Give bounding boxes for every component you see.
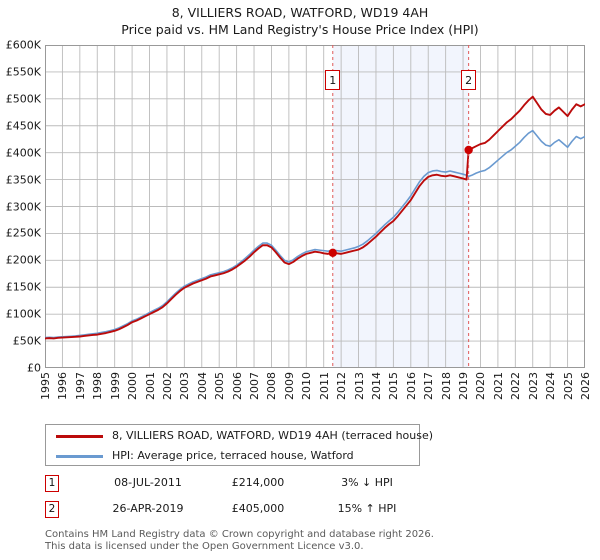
x-axis-tick-label: 2006 — [230, 372, 244, 400]
y-axis-tick-label: £300K — [5, 200, 41, 213]
footer-line-2: This data is licensed under the Open Gov… — [45, 541, 364, 552]
x-axis-tick-label: 1998 — [91, 372, 105, 400]
y-axis-tick-label: £450K — [5, 119, 41, 133]
legend-item: 8, VILLIERS ROAD, WATFORD, WD19 4AH (ter… — [46, 426, 433, 447]
x-axis-tick-label: 2009 — [282, 372, 296, 400]
transaction-price: £214,000 — [231, 476, 285, 489]
hpi-average-line — [45, 129, 585, 339]
transaction-index-badge: 1 — [45, 475, 59, 492]
legend-label: 8, VILLIERS ROAD, WATFORD, WD19 4AH (ter… — [112, 429, 434, 442]
transaction-index-badge: 2 — [45, 501, 59, 518]
x-axis-tick-label: 2012 — [335, 372, 349, 400]
x-axis-tick-label: 2010 — [300, 372, 314, 400]
x-axis-tick-label: 2024 — [544, 372, 558, 400]
page-title: 8, VILLIERS ROAD, WATFORD, WD19 4AH — [171, 5, 429, 20]
y-axis-tick-label: £0 — [27, 361, 41, 375]
x-axis-tick-label: 2025 — [561, 372, 575, 400]
x-axis-tick-label: 2020 — [474, 372, 488, 400]
y-axis-tick-label: £350K — [5, 173, 41, 187]
x-axis-tick-label: 2019 — [457, 372, 471, 400]
x-axis-tick-label: 2022 — [509, 372, 523, 400]
x-axis-tick-label: 2013 — [352, 372, 366, 400]
plot-border — [45, 45, 585, 368]
sale-point-dot — [464, 145, 473, 155]
x-axis-tick-label: 2018 — [439, 372, 453, 400]
x-axis-tick-label: 2004 — [195, 372, 209, 400]
x-axis-tick-label: 2000 — [126, 372, 140, 400]
legend-item: HPI: Average price, terraced house, Watf… — [46, 446, 419, 467]
y-axis-tick-label: £600K — [5, 38, 41, 52]
x-axis-tick-label: 2017 — [422, 372, 436, 400]
x-axis-tick-label: 1996 — [56, 372, 70, 400]
x-axis-tick-label: 2007 — [248, 372, 262, 400]
y-axis-tick-label: £150K — [5, 280, 41, 294]
x-axis-tick-label: 2003 — [178, 372, 192, 400]
footer-attribution: Contains HM Land Registry data © Crown c… — [45, 529, 585, 553]
y-axis-tick-label: £200K — [5, 253, 41, 267]
x-axis-tick-label: 2014 — [369, 372, 383, 400]
sale-point-dot — [328, 248, 337, 257]
x-axis-tick-label: 2001 — [143, 372, 157, 400]
transactions-table: 1 08-JUL-2011 £214,000 3% ↓ HPI 2 26-APR-2019… — [45, 473, 465, 525]
transaction-date: 08-JUL-2011 — [114, 476, 182, 489]
chart-legend: 8, VILLIERS ROAD, WATFORD, WD19 4AH (ter… — [45, 424, 433, 467]
transaction-hpi-delta: 15% ↑ HPI — [337, 502, 397, 515]
x-axis-tick-label: 2008 — [265, 372, 279, 400]
transaction-hpi-delta: 3% ↓ HPI — [341, 476, 393, 489]
legend-label: HPI: Average price, terraced house, Watf… — [112, 449, 354, 462]
legend-color-swatch — [56, 435, 103, 438]
y-axis-tick-label: £500K — [5, 92, 41, 106]
x-axis-tick-label: 2002 — [160, 372, 174, 400]
legend-color-swatch — [56, 455, 103, 458]
footer-line-1: Contains HM Land Registry data © Crown c… — [45, 529, 434, 540]
sale-flag-1[interactable]: 1 — [325, 70, 341, 90]
y-axis-tick-label: £50K — [12, 334, 41, 348]
y-axis-tick-label: £400K — [5, 146, 41, 160]
transaction-price: £405,000 — [231, 502, 285, 515]
x-axis-tick-label: 1997 — [73, 372, 87, 400]
page-subtitle: Price paid vs. HM Land Registry's House … — [121, 22, 479, 37]
x-axis-tick-label: 2005 — [213, 372, 227, 400]
transaction-date: 26-APR-2019 — [112, 502, 184, 515]
property-price-line — [45, 95, 585, 340]
y-axis-tick-label: £100K — [5, 307, 41, 321]
x-axis-tick-label: 2015 — [387, 372, 401, 400]
table-row[interactable]: 1 08-JUL-2011 £214,000 3% ↓ HPI — [45, 473, 465, 499]
title-block: 8, VILLIERS ROAD, WATFORD, WD19 4AH Pric… — [0, 4, 600, 38]
table-row[interactable]: 2 26-APR-2019 £405,000 15% ↑ HPI — [45, 499, 465, 525]
x-axis-tick-label: 2026 — [579, 372, 592, 400]
y-axis-tick-label: £250K — [5, 226, 41, 240]
x-axis-tick-label: 2016 — [404, 372, 418, 400]
x-axis-tick-label: 2021 — [491, 372, 505, 400]
x-axis-tick-label: 1999 — [108, 372, 122, 400]
price-history-line-chart — [45, 45, 585, 368]
x-axis-tick-label: 2011 — [317, 372, 331, 400]
x-axis-tick-label: 1995 — [39, 372, 52, 400]
x-axis-tick-label: 2023 — [526, 372, 540, 400]
sale-flag-2[interactable]: 2 — [461, 70, 477, 90]
y-axis-tick-label: £550K — [5, 65, 41, 79]
chart-plot-area — [45, 45, 585, 368]
